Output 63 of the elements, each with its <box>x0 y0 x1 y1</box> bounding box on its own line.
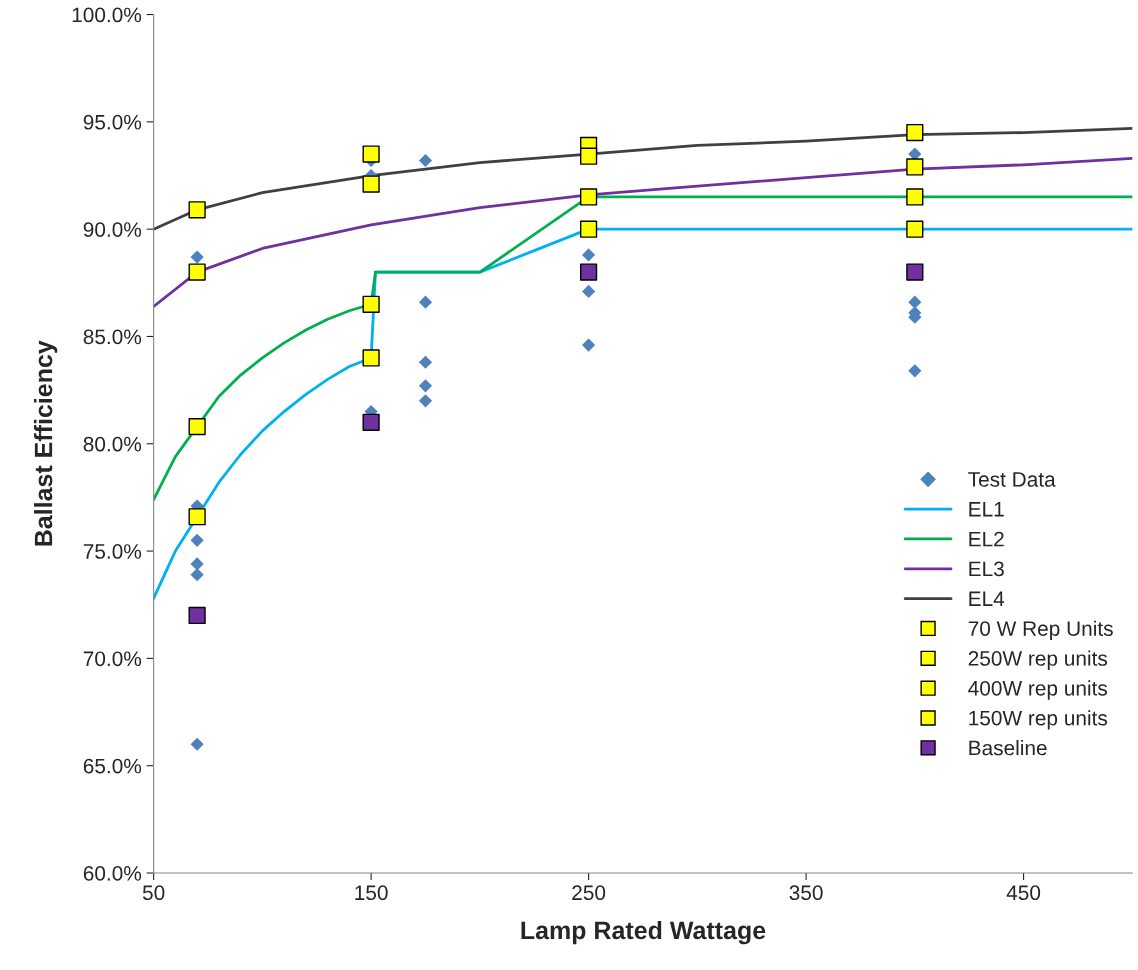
point <box>908 295 922 309</box>
point <box>418 394 433 408</box>
point <box>418 355 433 369</box>
legend-label: EL2 <box>969 531 1004 547</box>
point <box>188 201 206 219</box>
point <box>188 606 206 625</box>
point <box>188 417 206 436</box>
point <box>190 557 204 571</box>
point <box>418 153 433 168</box>
line-series <box>153 156 1133 308</box>
x-tick-label: 50 <box>142 885 165 901</box>
point <box>579 263 598 281</box>
point <box>362 295 380 313</box>
legend-label: Baseline <box>969 740 1047 756</box>
legend-label: Test Data <box>968 472 1056 487</box>
point <box>190 533 204 547</box>
point <box>579 147 598 165</box>
point <box>906 263 924 281</box>
point <box>418 295 433 309</box>
point <box>190 250 204 264</box>
point <box>906 188 924 206</box>
point <box>582 338 596 352</box>
line-series <box>153 126 1133 231</box>
point <box>362 145 380 163</box>
y-tick-label: 85.0% <box>83 329 142 345</box>
y-tick-label: 70.0% <box>83 651 142 667</box>
x-tick-label: 250 <box>572 885 606 901</box>
y-tick-label: 75.0% <box>83 544 142 559</box>
point <box>188 508 206 526</box>
x-tick-label: 450 <box>1006 885 1041 901</box>
legend-label: 250W rep units <box>968 650 1108 670</box>
point <box>906 123 924 142</box>
legend-label: EL1 <box>969 502 1004 517</box>
point <box>908 147 922 161</box>
y-tick-label: 90.0% <box>83 222 142 237</box>
y-tick-label: 95.0% <box>83 114 142 130</box>
point <box>579 220 598 238</box>
legend-label: EL4 <box>969 591 1005 606</box>
legend-label: 400W rep units <box>968 680 1108 700</box>
point <box>362 175 380 193</box>
y-tick-label: 100.0% <box>72 7 142 23</box>
x-tick-label: 150 <box>355 885 388 901</box>
point <box>190 568 204 582</box>
y-axis-title: Ballast Efficiency <box>33 340 58 546</box>
point <box>582 284 596 298</box>
legend-label: EL3 <box>969 561 1004 577</box>
point <box>362 413 380 431</box>
point <box>906 220 924 238</box>
point <box>582 248 596 262</box>
point <box>188 263 206 281</box>
point <box>908 364 922 378</box>
x-tick-label: 350 <box>789 885 823 901</box>
legend-label: 150W rep units <box>969 710 1108 730</box>
y-tick-label: 80.0% <box>83 436 142 452</box>
point <box>906 158 924 176</box>
point <box>190 737 204 751</box>
point <box>362 349 380 367</box>
y-tick-label: 60.0% <box>83 866 142 881</box>
point <box>418 379 433 393</box>
y-tick-label: 65.0% <box>83 758 142 774</box>
point <box>579 188 598 206</box>
legend-label: 70 W Rep Units <box>968 620 1113 641</box>
x-axis-title: Lamp Rated Wattage <box>521 920 766 945</box>
